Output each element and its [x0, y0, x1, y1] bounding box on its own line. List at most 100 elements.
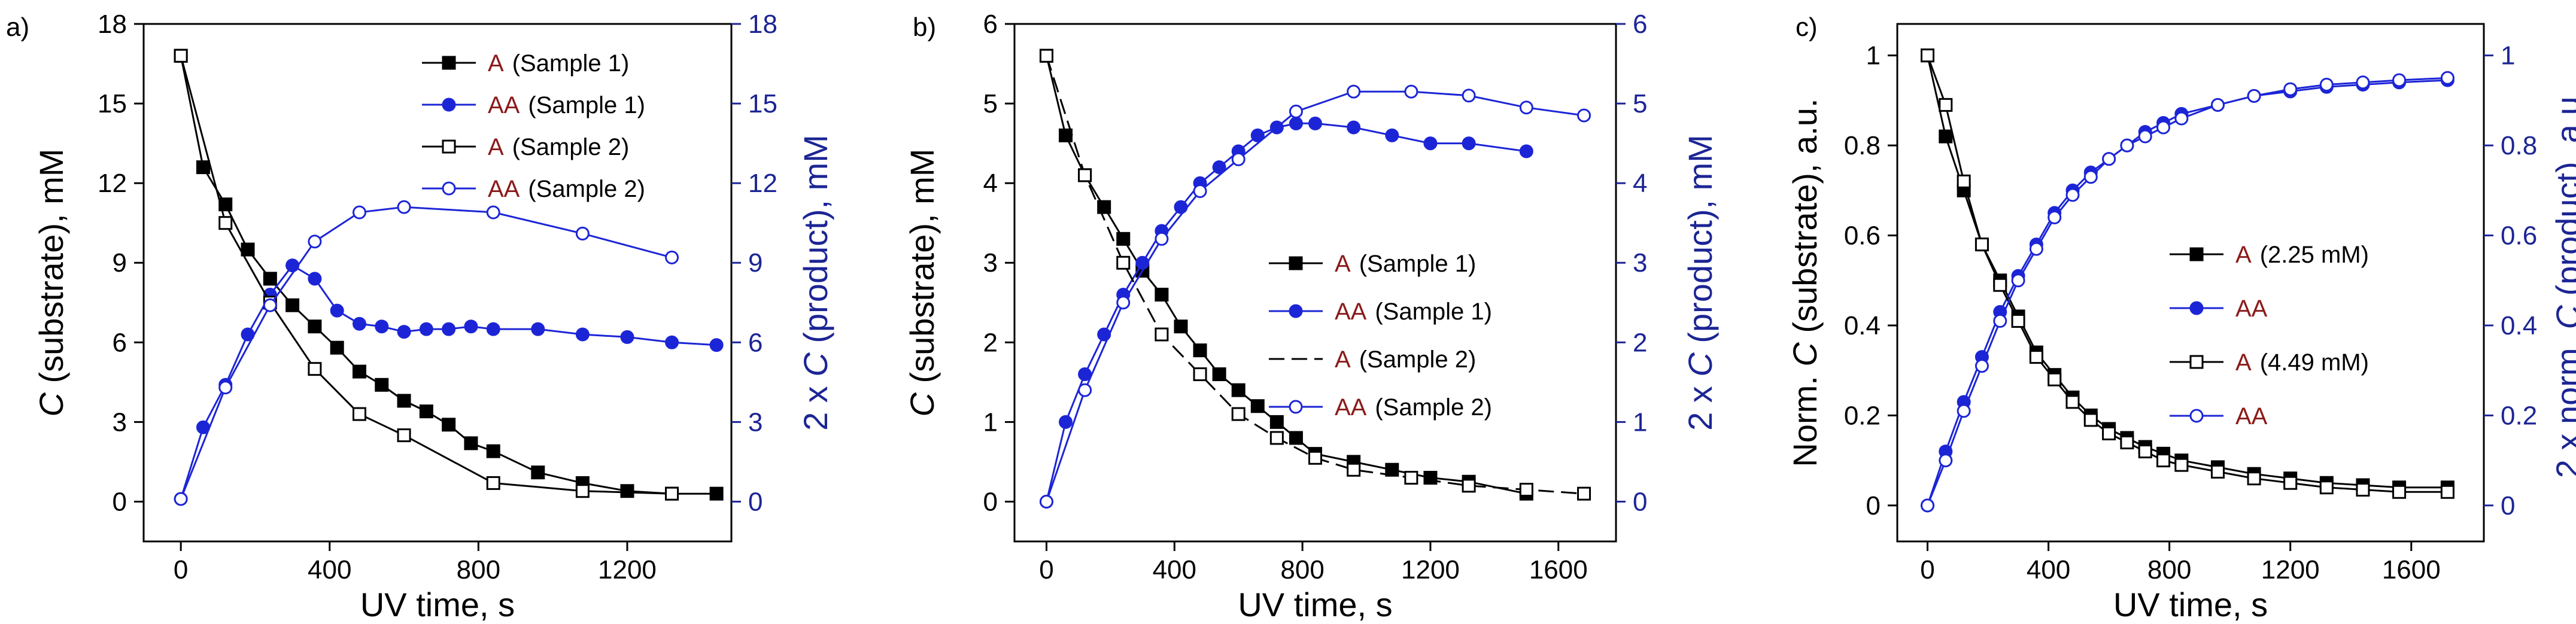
data-point: [2283, 476, 2298, 490]
plot-frame: [142, 23, 733, 543]
y-tick-label-right: 0: [2501, 491, 2515, 520]
series-line: [1046, 90, 1584, 502]
series-a-3: [1921, 48, 2455, 499]
data-point: [263, 298, 277, 312]
data-point: [2102, 426, 2116, 440]
data-point: [375, 319, 389, 334]
data-point: [1921, 498, 1935, 513]
data-point: [1289, 431, 1303, 445]
data-point: [2356, 483, 2370, 497]
series-line: [1927, 55, 2448, 489]
x-tick-label: 1600: [2382, 555, 2441, 585]
data-point: [1462, 479, 1476, 493]
data-point: [2048, 210, 2062, 224]
data-point: [1921, 48, 1935, 63]
data-point: [1974, 238, 1989, 252]
data-point: [486, 444, 500, 458]
y-tick-label-right: 1: [2501, 41, 2515, 71]
y-tick-label-right: 4: [1633, 169, 1647, 198]
data-point: [665, 335, 679, 349]
series-line: [1927, 77, 2448, 506]
data-point: [2210, 464, 2225, 479]
x-tick-label: 800: [1280, 555, 1324, 585]
legend-label: AA (Sample 1): [1335, 299, 1492, 325]
legend-marker: [442, 98, 456, 112]
data-point: [1155, 287, 1169, 302]
data-point: [330, 340, 344, 355]
data-point: [1957, 404, 1971, 418]
series-aa-4: [174, 200, 679, 506]
legend-label: AA (Sample 2): [1335, 394, 1492, 421]
y-tick-label-left: 1: [1866, 41, 1881, 71]
data-point: [2392, 485, 2407, 499]
y-tick-label-right: 6: [1633, 10, 1647, 39]
data-point: [218, 381, 233, 395]
legend-marker: [1289, 400, 1303, 414]
data-point: [575, 226, 590, 241]
data-point: [2156, 453, 2171, 468]
series-aa-4: [1921, 71, 2455, 513]
data-point: [1577, 486, 1591, 501]
data-point: [1385, 128, 1399, 142]
data-point: [2210, 98, 2225, 112]
data-point: [1078, 168, 1092, 182]
y-tick-label-left: 0: [113, 487, 127, 516]
data-point: [196, 160, 210, 175]
y-tick-label-right: 0.2: [2501, 401, 2537, 430]
series-a-3: [1039, 48, 1591, 501]
legend: A (2.25 mM) AA A (4.49 mM) AA: [2170, 242, 2369, 430]
legend-label: A (4.49 mM): [2235, 349, 2369, 376]
y-tick-label-right: 3: [748, 407, 763, 437]
data-point: [174, 48, 188, 63]
data-point: [1347, 120, 1361, 135]
data-point: [1231, 407, 1246, 421]
data-point: [263, 272, 277, 286]
y-tick-label-right: 0.8: [2501, 131, 2537, 160]
y-tick-label-left: 4: [983, 169, 998, 198]
legend-label: AA: [2235, 403, 2268, 430]
data-point: [2011, 313, 2025, 328]
series-aa-2: [174, 258, 724, 506]
legend-marker: [1289, 256, 1303, 270]
data-point: [2065, 395, 2080, 409]
legend-label: A (2.25 mM): [2235, 242, 2369, 268]
data-point: [2011, 273, 2025, 288]
data-point: [2440, 485, 2455, 499]
data-point: [2048, 372, 2062, 386]
data-point: [1519, 144, 1533, 159]
data-point: [1939, 98, 1953, 112]
y-tick-label-right: 5: [1633, 89, 1647, 118]
data-point: [1423, 136, 1438, 151]
x-axis-label: UV time, s: [1238, 586, 1392, 623]
legend-marker: [442, 181, 456, 196]
y-tick-label-right: 12: [748, 169, 777, 198]
data-point: [575, 484, 590, 498]
data-point: [397, 200, 411, 214]
data-point: [2138, 445, 2152, 459]
legend-label: A (Sample 2): [488, 134, 629, 160]
data-point: [1308, 116, 1322, 130]
data-point: [2319, 78, 2334, 92]
data-point: [531, 465, 545, 480]
x-tick-label: 1200: [1401, 555, 1460, 585]
data-point: [352, 205, 366, 220]
data-point: [1423, 471, 1438, 485]
y-tick-label-left: 0.8: [1844, 131, 1881, 160]
data-point: [1993, 278, 2007, 292]
panel-label: a): [6, 13, 29, 42]
legend-label: A (Sample 1): [488, 50, 629, 77]
data-point: [1212, 367, 1226, 382]
data-point: [486, 322, 500, 336]
data-point: [464, 319, 478, 334]
x-tick-label: 800: [457, 555, 500, 585]
data-point: [241, 242, 255, 257]
panel-c: c) 0 400 800 1200 1600 0 0.2 0.4 0.6 0.8 1 0 0.2 0.4 0.…: [1786, 13, 2576, 623]
legend: A (Sample 1) AA (Sample 1) A (Sample 2) AA (Sam…: [1269, 251, 1492, 421]
y-tick-label-left: 0: [983, 487, 998, 516]
data-point: [375, 378, 389, 392]
data-point: [575, 327, 590, 342]
panel-label: b): [913, 13, 936, 42]
data-point: [2156, 120, 2171, 135]
legend-label: AA: [2235, 296, 2268, 322]
